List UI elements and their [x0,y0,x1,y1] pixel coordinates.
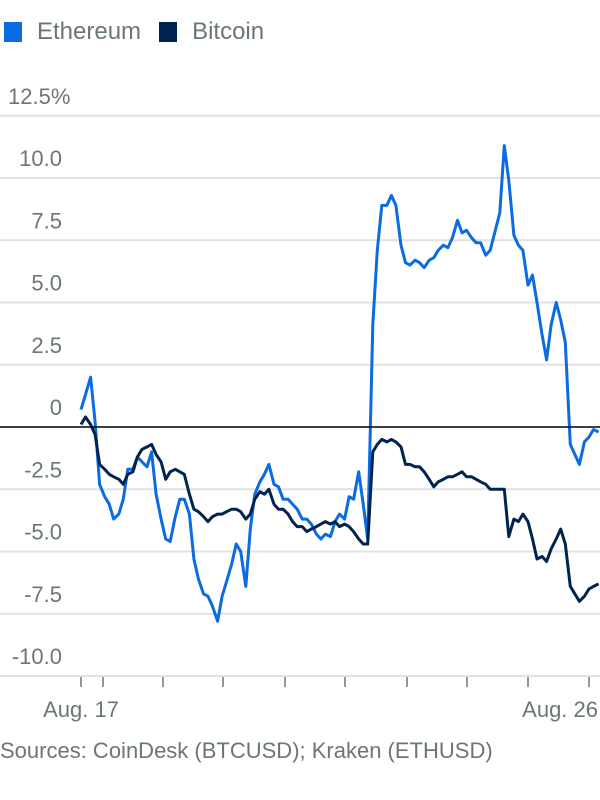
x-tick-label: Aug. 17 [43,697,119,722]
legend-item-ethereum: Ethereum [4,18,141,46]
legend-label-bitcoin: Bitcoin [192,18,265,45]
line-chart: 12.5% 10.0 7.5 5.0 2.5 0 -2.5 -5.0 -7.5 -10.0 Aug.… [0,84,600,722]
y-tick-label: -5.0 [24,520,62,545]
series-line-ethereum [79,144,600,623]
y-tick-label: 7.5 [31,208,62,233]
y-tick-label: 12.5% [8,84,70,109]
y-tick-label: -10.0 [12,644,62,669]
y-tick-label: 0 [50,395,62,420]
y-tick-label: 2.5 [31,333,62,358]
legend-swatch-bitcoin [159,22,178,42]
y-tick-label: 5.0 [31,271,62,296]
legend-swatch-ethereum [4,22,22,42]
y-tick-label: 10.0 [19,146,62,171]
legend-label-ethereum: Ethereum [37,18,142,45]
legend: Ethereum Bitcoin [4,18,282,46]
series-line-bitcoin [79,415,600,603]
x-tick-label: Aug. 26 [522,697,598,722]
y-tick-label: -2.5 [24,457,62,482]
y-tick-label: -7.5 [24,582,62,607]
source-note: Sources: CoinDesk (BTCUSD); Kraken (ETHU… [0,738,493,763]
legend-item-bitcoin: Bitcoin [159,18,264,46]
